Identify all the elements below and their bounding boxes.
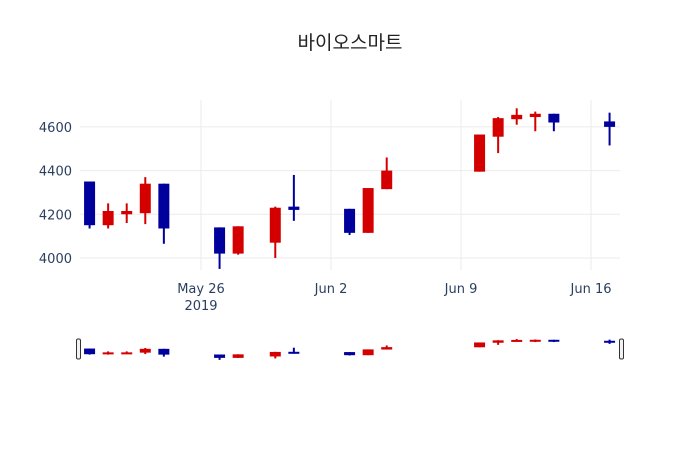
chart-title: 바이오스마트	[297, 32, 403, 54]
candle	[344, 208, 356, 236]
slider-candle	[511, 339, 523, 342]
candle	[381, 157, 393, 190]
candle-body	[158, 183, 170, 229]
candle-body	[214, 227, 226, 254]
y-tick-label: 4200	[39, 208, 72, 223]
slider-candle-body	[362, 349, 374, 356]
slider-candle	[214, 354, 226, 360]
slider-candle-body	[604, 340, 616, 343]
y-tick-label: 4600	[39, 121, 72, 136]
slider-candle	[548, 339, 560, 343]
candle-body	[492, 118, 504, 137]
candle-body	[121, 211, 133, 215]
candle-body	[474, 134, 486, 172]
candle-body	[139, 183, 151, 214]
slider-candle-body	[511, 339, 523, 342]
candle	[269, 206, 281, 258]
slider-candle-body	[121, 352, 133, 355]
candle-body	[288, 206, 300, 210]
y-tick-label: 4400	[39, 165, 72, 180]
candle	[232, 226, 244, 255]
candle-body	[381, 170, 393, 190]
slider-candle-body	[548, 339, 560, 342]
slider-candle-body	[214, 354, 226, 358]
candle-body	[232, 226, 244, 254]
candle	[492, 117, 504, 154]
candle	[158, 183, 170, 244]
slider-candle	[158, 348, 170, 357]
slider-candle-body	[344, 352, 356, 356]
candle	[362, 188, 374, 233]
candle-body	[529, 113, 541, 118]
candle	[474, 134, 486, 172]
candle-body	[604, 121, 616, 127]
slider-candle	[604, 339, 616, 344]
slider-candle-body	[529, 339, 541, 342]
slider-candle	[474, 342, 486, 348]
slider-candle-body	[139, 348, 151, 353]
slider-candle	[121, 351, 133, 355]
candles	[84, 108, 616, 269]
slider-candle-body	[381, 347, 393, 350]
slider-candle	[344, 352, 356, 356]
slider-candle	[492, 340, 504, 345]
slider-candle	[232, 354, 244, 359]
slider-candle-body	[492, 340, 504, 343]
candle-body	[102, 211, 114, 226]
x-tick-label: May 26	[177, 282, 225, 297]
slider-candle-body	[474, 342, 486, 348]
candle	[511, 108, 523, 125]
slider-candle-body	[102, 352, 114, 355]
slider-candle	[529, 339, 541, 343]
slider-candle-body	[288, 351, 300, 354]
slider-candle	[102, 351, 114, 355]
x-tick-label: Jun 9	[444, 282, 478, 297]
candle	[84, 181, 96, 229]
candle-body	[344, 208, 356, 233]
candle-body	[362, 188, 374, 233]
slider-candle	[288, 347, 300, 354]
slider-candle-body	[158, 348, 170, 355]
slider-candle	[381, 345, 393, 350]
slider-candle	[139, 347, 151, 355]
candle	[139, 177, 151, 225]
range-slider-right-handle[interactable]	[619, 338, 624, 360]
x-tick-label: Jun 2	[314, 282, 348, 297]
candle	[121, 203, 133, 224]
slider-candle-body	[269, 351, 281, 357]
slider-candle-body	[232, 354, 244, 358]
candle	[288, 174, 300, 221]
candle	[102, 203, 114, 229]
range-slider-left-handle[interactable]	[76, 338, 81, 360]
candle	[548, 113, 560, 132]
range-slider[interactable]	[76, 338, 624, 360]
x-tick-sublabel: 2019	[184, 299, 217, 314]
slider-candle	[362, 349, 374, 356]
slider-candle	[269, 351, 281, 359]
candle	[604, 112, 616, 146]
candle-body	[548, 113, 560, 123]
candle-body	[269, 207, 281, 243]
slider-candle-body	[84, 348, 96, 355]
x-tick-label: Jun 16	[570, 282, 612, 297]
slider-candle	[84, 348, 96, 355]
candle-body	[84, 181, 96, 226]
candle	[529, 111, 541, 132]
candle	[214, 227, 226, 269]
x-axis: May 26 2019 Jun 2 Jun 9 Jun 16	[177, 282, 611, 314]
candle-body	[511, 114, 523, 120]
y-tick-label: 4000	[39, 252, 72, 267]
y-axis: 4000 4200 4400 4600	[39, 121, 72, 267]
